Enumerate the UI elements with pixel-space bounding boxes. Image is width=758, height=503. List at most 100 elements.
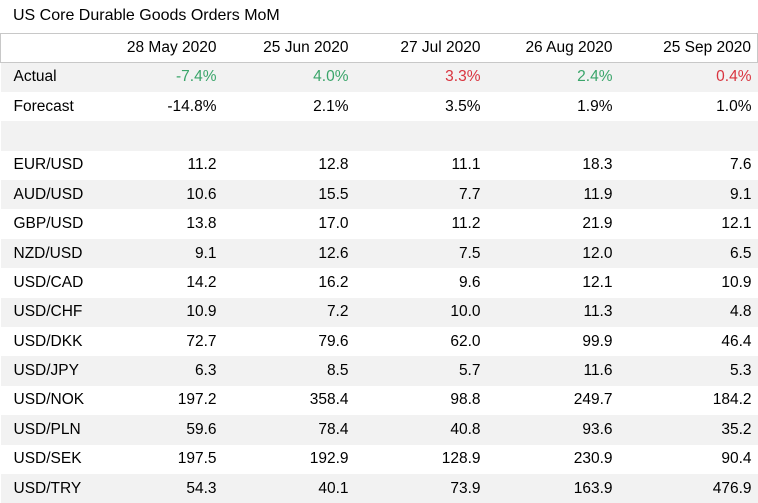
value-cell: 9.1	[194, 244, 217, 262]
pair-row: AUD/USD 10.6 15.5 7.7 11.9 9.1	[0, 180, 758, 210]
value-cell: 16.2	[318, 273, 349, 291]
value-cell: 11.2	[187, 156, 217, 174]
value-cell: 230.9	[573, 450, 613, 468]
row-label: Forecast	[13, 97, 74, 115]
value-cell: 12.6	[318, 244, 349, 262]
pair-row: NZD/USD 9.1 12.6 7.5 12.0 6.5	[0, 238, 758, 269]
row-label: AUD/USD	[13, 185, 84, 203]
pair-row: EUR/USD 11.2 12.8 11.1 18.3 7.6	[0, 150, 758, 181]
value-cell: 10.9	[186, 303, 217, 321]
value-cell: 0.4%	[716, 68, 752, 86]
value-cell: 98.8	[450, 391, 481, 409]
pair-row: GBP/USD 13.8 17.0 11.2 21.9 12.1	[0, 209, 758, 239]
value-cell: 72.7	[186, 332, 217, 350]
value-cell: 12.1	[721, 215, 752, 233]
spacer-row	[0, 121, 758, 151]
header-cell-date: 25 Sep 2020	[618, 33, 758, 63]
pair-row: USD/NOK 197.2 358.4 98.8 249.7 184.2	[0, 385, 758, 416]
value-cell: 12.0	[582, 244, 613, 262]
value-cell: 73.9	[450, 479, 481, 497]
value-cell: 197.5	[177, 450, 217, 468]
value-cell: 13.8	[186, 215, 217, 233]
row-label: USD/CAD	[13, 273, 84, 291]
header-row: 28 May 2020 25 Jun 2020 27 Jul 2020 26 A…	[0, 33, 758, 63]
row-label: USD/PLN	[13, 420, 81, 438]
forecast-row: Forecast -14.8% 2.1% 3.5% 1.9% 1.0%	[0, 91, 758, 122]
value-cell: 7.6	[729, 156, 752, 174]
value-cell: 192.9	[309, 450, 349, 468]
value-cell: 1.0%	[716, 97, 752, 115]
row-label: USD/NOK	[13, 391, 85, 409]
value-cell: 6.5	[729, 244, 752, 262]
row-label: GBP/USD	[13, 215, 84, 233]
value-cell: 12.1	[582, 273, 613, 291]
row-label	[1, 121, 98, 150]
row-label: Actual	[13, 68, 57, 86]
value-cell: 5.3	[729, 362, 752, 380]
value-cell: 7.2	[326, 303, 349, 321]
value-cell: 21.9	[582, 215, 613, 233]
value-cell: 59.6	[186, 420, 217, 438]
value-cell: 6.3	[194, 362, 217, 380]
value-cell: 10.9	[721, 273, 752, 291]
value-cell: 184.2	[712, 391, 752, 409]
row-label: USD/JPY	[13, 362, 79, 380]
value-cell: 5.7	[458, 362, 481, 380]
value-cell: 99.9	[582, 332, 613, 350]
header-cell-date: 26 Aug 2020	[486, 33, 619, 63]
row-label: USD/TRY	[13, 479, 82, 497]
value-cell: 128.9	[441, 450, 481, 468]
table-title: US Core Durable Goods Orders MoM	[13, 7, 280, 24]
value-cell: 2.4%	[577, 68, 613, 86]
value-cell: 40.1	[318, 479, 349, 497]
value-cell	[223, 121, 355, 150]
value-cell: 11.2	[451, 215, 481, 233]
value-cell: 358.4	[309, 391, 349, 409]
pair-row: USD/CHF 10.9 7.2 10.0 11.3 4.8	[0, 297, 758, 328]
pair-row: USD/TRY 54.3 40.1 73.9 163.9 476.9	[0, 473, 758, 503]
value-cell: 10.0	[450, 303, 481, 321]
value-cell: 4.0%	[313, 68, 349, 86]
value-cell: 476.9	[712, 479, 752, 497]
value-cell: 11.6	[583, 362, 613, 380]
value-cell: 7.7	[458, 185, 481, 203]
actual-row: Actual -7.4% 4.0% 3.3% 2.4% 0.4%	[0, 62, 758, 92]
value-cell: 4.8	[729, 303, 752, 321]
row-label: USD/DKK	[13, 332, 83, 350]
pair-row: USD/PLN 59.6 78.4 40.8 93.6 35.2	[0, 415, 758, 445]
value-cell: 79.6	[318, 332, 349, 350]
value-cell: 11.9	[583, 185, 613, 203]
value-cell: 14.2	[186, 273, 217, 291]
value-cell: 15.5	[318, 185, 349, 203]
value-cell: -7.4%	[176, 68, 217, 86]
value-cell	[98, 121, 223, 150]
value-cell: 12.8	[318, 156, 349, 174]
pair-row: USD/DKK 72.7 79.6 62.0 99.9 46.4	[0, 327, 758, 357]
value-cell: 9.6	[458, 273, 481, 291]
header-cell-blank	[0, 33, 98, 63]
value-cell: 3.3%	[445, 68, 481, 86]
value-cell: 90.4	[721, 450, 752, 468]
value-cell: -14.8%	[167, 97, 217, 115]
row-label: USD/CHF	[13, 303, 83, 321]
header-cell-date: 25 Jun 2020	[222, 33, 355, 63]
value-cell: 46.4	[721, 332, 752, 350]
pair-row: USD/JPY 6.3 8.5 5.7 11.6 5.3	[0, 356, 758, 386]
value-cell: 1.9%	[577, 97, 613, 115]
data-table: 28 May 2020 25 Jun 2020 27 Jul 2020 26 A…	[0, 33, 758, 503]
value-cell: 35.2	[721, 420, 752, 438]
value-cell: 18.3	[582, 156, 613, 174]
value-cell	[619, 121, 758, 150]
value-cell: 249.7	[573, 391, 613, 409]
value-cell: 62.0	[450, 332, 481, 350]
value-cell: 197.2	[177, 391, 217, 409]
value-cell: 163.9	[573, 479, 613, 497]
pair-row: USD/SEK 197.5 192.9 128.9 230.9 90.4	[0, 444, 758, 474]
value-cell: 40.8	[450, 420, 481, 438]
value-cell: 11.1	[451, 156, 481, 174]
value-cell: 54.3	[186, 479, 217, 497]
table-body: Actual -7.4% 4.0% 3.3% 2.4% 0.4% Forecast -14.8…	[0, 62, 758, 503]
value-cell: 7.5	[458, 244, 481, 262]
header-cell-date: 27 Jul 2020	[354, 33, 487, 63]
value-cell: 10.6	[186, 185, 217, 203]
